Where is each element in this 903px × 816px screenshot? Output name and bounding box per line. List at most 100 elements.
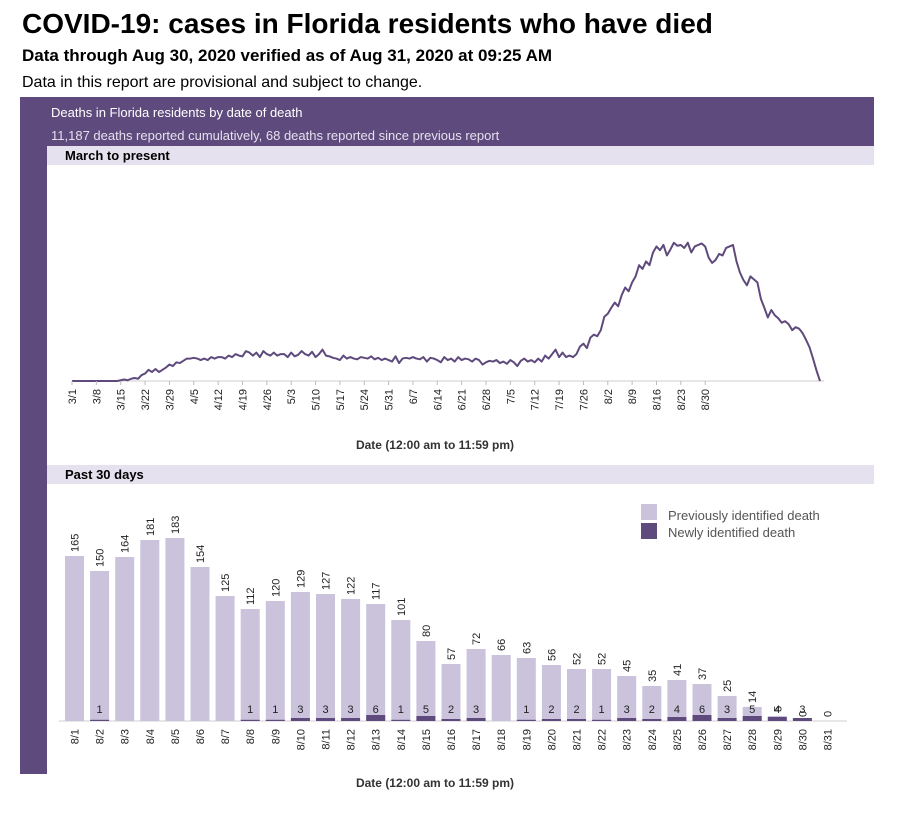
x-tick-label: 4/5	[189, 389, 201, 404]
bar-new-label: 6	[373, 704, 379, 716]
bar-total-label: 120	[270, 579, 282, 597]
bar-previous	[65, 556, 84, 721]
x-tick-label: 8/11	[321, 729, 333, 750]
bar-previous	[592, 669, 612, 721]
bar-total-label: 52	[597, 653, 609, 665]
bar-new	[742, 716, 762, 721]
x-tick-label: 8/5	[170, 729, 182, 744]
bar-new-label: 2	[548, 704, 554, 716]
bar-new-label: 1	[97, 704, 103, 716]
bar-new	[516, 719, 536, 721]
bar-total-label: 0	[823, 711, 835, 717]
bar-new-label: 4	[674, 704, 680, 716]
bar-new-label: 2	[573, 704, 579, 716]
bar-previous	[441, 664, 461, 721]
legend-label-new: Newly identified death	[668, 525, 795, 540]
x-tick-label: 8/16	[651, 389, 663, 410]
bar-previous	[541, 665, 561, 721]
x-tick-label: 8/6	[195, 729, 207, 744]
bar-previous	[667, 680, 687, 721]
bar-total-label: 25	[722, 680, 734, 692]
x-tick-label: 5/17	[335, 389, 347, 410]
bar-previous	[215, 596, 235, 721]
bar-total-label: 0	[797, 711, 809, 717]
bar-total-label: 37	[697, 668, 709, 680]
panel-left-bar	[20, 97, 47, 774]
x-tick-label: 3/1	[67, 389, 79, 404]
x-tick-label: 7/19	[554, 389, 566, 410]
bar-previous	[115, 557, 135, 721]
panel-header	[20, 97, 874, 146]
x-tick-label: 8/23	[622, 729, 634, 750]
x-tick-label: 8/4	[145, 729, 157, 744]
bar-previous	[240, 609, 260, 721]
section-header-line-chart: March to present	[47, 146, 874, 165]
bar-new	[441, 719, 461, 721]
bar-new	[391, 719, 411, 721]
bar-previous	[316, 594, 335, 721]
x-tick-label: 3/29	[164, 389, 176, 410]
bar-new-label: 1	[599, 704, 605, 716]
section-header-bar-chart: Past 30 days	[47, 465, 874, 484]
x-tick-label: 8/12	[346, 729, 358, 750]
x-tick-label: 6/7	[408, 389, 420, 404]
page-subtitle: Data through Aug 30, 2020 verified as of…	[22, 46, 553, 65]
bar-new	[767, 717, 787, 721]
bar-previous	[341, 599, 361, 721]
deaths-bar-chart: 1658/115018/21648/31818/41838/51548/6125…	[59, 504, 847, 790]
x-tick-label: 8/23	[676, 389, 688, 410]
bar-total-label: 122	[346, 577, 358, 595]
bar-total-label: 35	[647, 670, 659, 682]
bar-previous	[90, 571, 110, 721]
x-tick-label: 5/24	[359, 389, 371, 410]
bar-new	[366, 715, 386, 721]
x-tick-label: 8/14	[396, 729, 408, 750]
x-tick-label: 7/12	[530, 389, 542, 410]
bar-total-label: 56	[546, 649, 558, 661]
x-tick-label: 3/15	[116, 389, 128, 410]
bar-total-label: 14	[747, 691, 759, 703]
bar-total-label: 112	[245, 587, 257, 605]
bar-previous	[491, 655, 511, 721]
x-tick-label: 7/5	[505, 389, 517, 404]
x-tick-label: 4/26	[262, 389, 274, 410]
bar-new-label: 4	[774, 704, 780, 716]
bar-new-label: 3	[724, 704, 730, 716]
bar-new	[341, 718, 361, 721]
bar-total-label: 52	[572, 653, 584, 665]
x-tick-label: 8/25	[672, 729, 684, 750]
x-tick-label: 8/8	[245, 729, 257, 744]
bar-total-label: 150	[95, 549, 107, 567]
bar-new	[717, 718, 737, 721]
bar-total-label: 164	[120, 535, 132, 553]
bar-new	[265, 719, 285, 721]
bar-new-label: 3	[799, 704, 805, 716]
bar-previous	[290, 592, 310, 721]
bar-previous	[717, 696, 737, 721]
bar-total-label: 125	[220, 574, 232, 592]
bar-new-label: 3	[473, 704, 479, 716]
x-tick-label: 8/3	[120, 729, 132, 744]
legend-swatch-previous	[641, 504, 657, 520]
bar-total-label: 117	[371, 582, 383, 600]
bar-new	[90, 719, 110, 721]
bar-new	[416, 716, 436, 721]
bar-new-label: 2	[649, 704, 655, 716]
section-title: Past 30 days	[65, 467, 144, 482]
bar-previous	[692, 684, 712, 721]
bar-total-label: 165	[70, 534, 82, 552]
bar-total-label: 183	[170, 516, 182, 534]
deaths-line-chart: 3/1 3/8 3/15 3/22 3/29 4/5 4/12 4/19 4/26 5/3 5/10…	[67, 241, 824, 452]
bar-total-label: 41	[672, 664, 684, 676]
bar-new-label: 3	[624, 704, 630, 716]
section-title: March to present	[65, 148, 170, 163]
legend-swatch-new	[641, 523, 657, 539]
bar-total-label: 154	[195, 545, 207, 563]
bar-total-label: 57	[446, 648, 458, 660]
bar-previous	[391, 620, 411, 721]
bar-new	[316, 718, 335, 721]
x-tick-label: 4/12	[213, 389, 225, 410]
bar-new	[667, 717, 687, 721]
x-axis-title: Date (12:00 am to 11:59 pm)	[356, 438, 514, 452]
page-title: COVID-19: cases in Florida residents who…	[22, 8, 713, 39]
